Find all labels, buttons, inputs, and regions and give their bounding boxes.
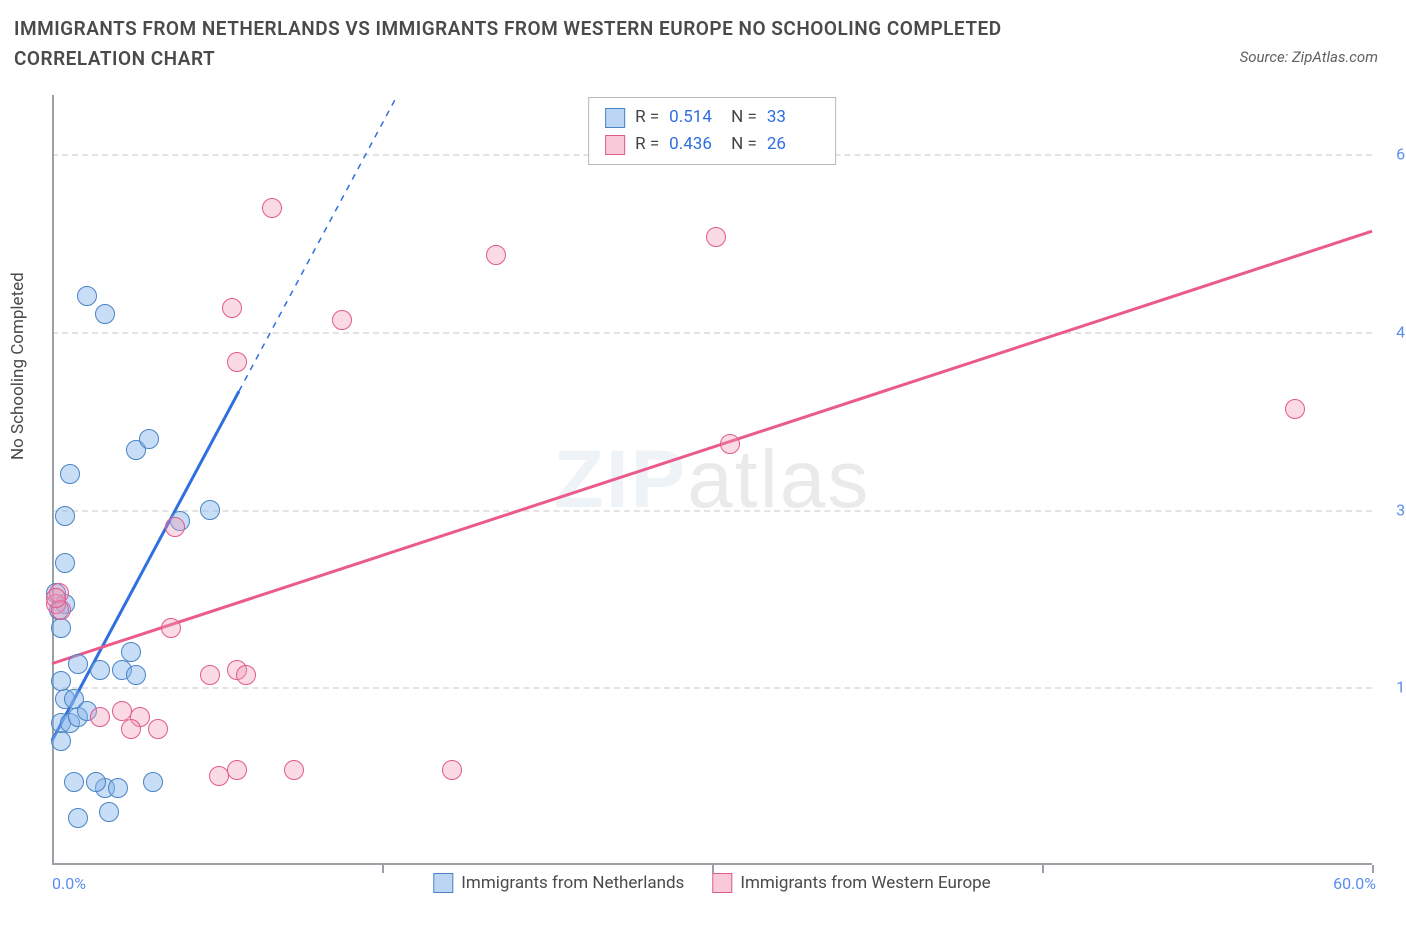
legend-swatch-pink (712, 873, 732, 893)
x-tick (1372, 865, 1374, 873)
swatch-pink (605, 135, 625, 155)
y-axis-label: No Schooling Completed (8, 272, 28, 460)
r-label-2: R = (635, 131, 659, 158)
x-max-label: 60.0% (1333, 874, 1376, 893)
r-value-western-europe: 0.436 (669, 131, 721, 158)
stats-legend-box: R = 0.514 N = 33 R = 0.436 N = 26 (588, 97, 836, 165)
y-tick-label: 1.5% (1396, 678, 1406, 697)
series-legend: Immigrants from Netherlands Immigrants f… (433, 873, 990, 893)
x-min-label: 0.0% (52, 874, 86, 893)
legend-label-netherlands: Immigrants from Netherlands (461, 873, 684, 893)
n-label-2: N = (731, 131, 757, 158)
r-label: R = (635, 104, 659, 131)
x-tick (712, 865, 714, 873)
legend-swatch-blue (433, 873, 453, 893)
regression-lines (52, 95, 1372, 865)
source-attribution: Source: ZipAtlas.com (1240, 14, 1378, 66)
swatch-blue (605, 108, 625, 128)
regression-line-netherlands (52, 391, 239, 740)
chart-container: IMMIGRANTS FROM NETHERLANDS VS IMMIGRANT… (0, 0, 1406, 930)
legend-label-western-europe: Immigrants from Western Europe (740, 873, 990, 893)
legend-item-netherlands: Immigrants from Netherlands (433, 873, 684, 893)
x-tick (1042, 865, 1044, 873)
stats-row-western-europe: R = 0.436 N = 26 (605, 131, 819, 158)
n-value-netherlands: 33 (767, 104, 819, 131)
plot-area: ZIPatlas 1.5%3.0%4.5%6.0% 0.0% 60.0% R =… (52, 95, 1372, 865)
x-tick (382, 865, 384, 873)
regression-line-western-europe (52, 231, 1372, 663)
legend-item-western-europe: Immigrants from Western Europe (712, 873, 990, 893)
header-row: IMMIGRANTS FROM NETHERLANDS VS IMMIGRANT… (0, 0, 1406, 75)
n-value-western-europe: 26 (767, 131, 819, 158)
n-label: N = (731, 104, 757, 131)
stats-row-netherlands: R = 0.514 N = 33 (605, 104, 819, 131)
y-tick-label: 6.0% (1396, 145, 1406, 164)
r-value-netherlands: 0.514 (669, 104, 721, 131)
chart-title: IMMIGRANTS FROM NETHERLANDS VS IMMIGRANT… (14, 14, 1114, 75)
regression-line-netherlands-extrapolated (239, 95, 397, 391)
y-tick-label: 4.5% (1396, 322, 1406, 341)
y-tick-label: 3.0% (1396, 500, 1406, 519)
